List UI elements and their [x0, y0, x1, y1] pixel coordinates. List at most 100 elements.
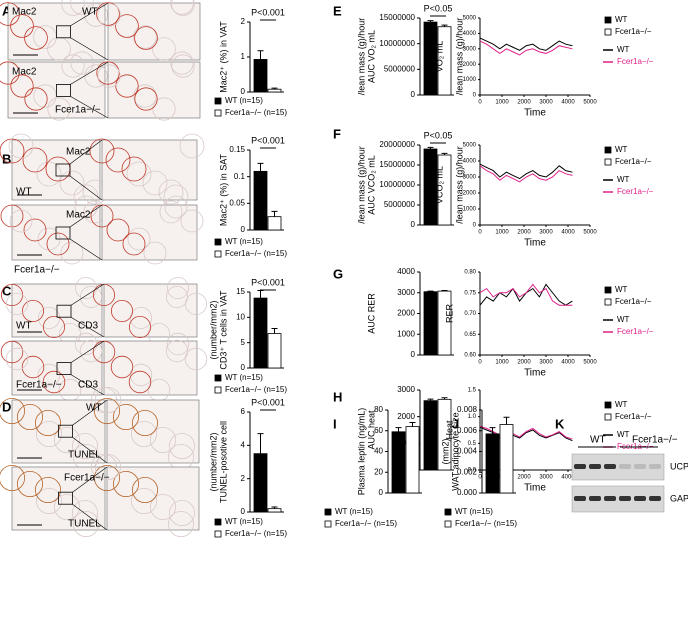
zoom-lines [72, 466, 108, 531]
image-label: CD3 [78, 380, 98, 391]
image-label: Fcer1a−/− [14, 265, 60, 276]
panel-label: C [2, 283, 12, 298]
zoom-lines [69, 204, 103, 261]
y-axis-label: /lean mass (g)/hour [356, 18, 366, 96]
y-tick-label: 0 [473, 93, 477, 99]
y-tick-label: 0 [379, 488, 384, 497]
y-axis-label: AUC RER [366, 293, 376, 334]
panel-label: K [555, 416, 565, 431]
bar [423, 291, 438, 356]
x-tick-label: 5000 [583, 100, 597, 106]
y-tick-label: 4 [241, 440, 246, 449]
legend-label: WT (n=15) [455, 507, 493, 516]
y-tick-label: 0 [241, 87, 246, 96]
error-bar [427, 146, 434, 149]
adipocyte [106, 218, 130, 242]
adipocyte [170, 51, 194, 75]
zoom-box [56, 362, 72, 376]
panel-label: I [333, 416, 337, 431]
micrograph [101, 139, 198, 201]
y-tick-label: 0.65 [464, 332, 476, 338]
y-tick-label: 0 [411, 350, 416, 359]
bar [253, 170, 268, 231]
y-tick-label: 2 [241, 17, 246, 26]
adipocyte [89, 138, 115, 164]
y-tick-label: 15 [236, 287, 245, 296]
band-label: GAPDH [670, 493, 688, 503]
bar [267, 508, 282, 513]
legend-swatch [444, 520, 452, 528]
line [479, 165, 573, 183]
legend-label: WT [615, 145, 628, 154]
adipocyte [70, 51, 94, 75]
legend-swatch [604, 286, 612, 294]
adipocyte [96, 61, 120, 85]
bar [499, 424, 514, 494]
adipocyte [128, 315, 151, 338]
adipocyte [152, 37, 176, 61]
legend-label: Fcer1a−/− (n=15) [225, 529, 287, 538]
x-tick-label: 0 [478, 475, 482, 481]
y-tick-label: 0.05 [229, 198, 245, 207]
legend-swatch [604, 146, 612, 154]
error-bar [271, 87, 278, 90]
legend-swatch [214, 250, 222, 258]
adipocyte [133, 84, 157, 108]
x-axis-label: Time [524, 483, 546, 494]
y-tick-label: 1.0 [468, 414, 477, 420]
x-tick-label: 2000 [517, 230, 531, 236]
y-axis-label: Mac2⁺ (%) in SAT [218, 153, 228, 226]
legend-swatch [214, 518, 222, 526]
y-tick-label: 1.5 [468, 388, 477, 394]
y-tick-label: 4000 [463, 31, 477, 37]
y-axis-label: VO₂ mL [434, 41, 444, 73]
adipocyte [94, 397, 121, 424]
x-tick-label: 0 [478, 100, 482, 106]
legend-label: WT [615, 15, 628, 24]
y-axis-label: RER [444, 304, 454, 324]
image-label: Fcer1a−/− [64, 473, 110, 484]
legend-label: WT (n=15) [225, 96, 263, 105]
panel-label: J [452, 416, 459, 431]
y-tick-label: 10000000 [379, 39, 415, 48]
zoom-box [58, 424, 73, 438]
adipocyte [16, 470, 44, 497]
p-value: P<0.05 [424, 130, 453, 140]
adipocyte [35, 476, 62, 503]
image-label: WT [82, 7, 98, 18]
legend-label: WT (n=15) [225, 373, 263, 382]
zoom-lines [69, 139, 103, 201]
image-label: WT [16, 321, 32, 332]
p-value: P<0.001 [251, 135, 285, 145]
adipocyte [42, 370, 66, 394]
adipocyte [23, 218, 47, 242]
micrograph [106, 466, 200, 531]
y-axis-label: TUNEL-posotive cell [218, 421, 228, 503]
band [649, 496, 661, 501]
y-tick-label: 0 [241, 363, 246, 372]
adipocyte [166, 332, 190, 356]
bar [253, 297, 268, 369]
y-tick-label: 5000000 [384, 64, 416, 73]
x-tick-label: 5000 [583, 230, 597, 236]
adipocyte [129, 363, 153, 387]
legend-label: WT [617, 430, 630, 439]
zoom-lines [70, 61, 109, 119]
y-tick-label: 0.004 [457, 447, 478, 456]
legend-label: Fcer1a−/− [615, 297, 652, 306]
adipocyte [9, 209, 33, 233]
band [649, 464, 661, 469]
adipocyte [36, 161, 62, 187]
error-bar [257, 433, 264, 454]
micrograph [107, 2, 201, 61]
adipocyte [128, 370, 152, 394]
adipocyte [152, 97, 176, 121]
bar [423, 400, 438, 471]
adipocyte [180, 209, 204, 233]
y-tick-label: 5000 [463, 143, 477, 149]
adipocyte [133, 25, 157, 49]
adipocyte [159, 200, 183, 224]
x-tick-label: 2000 [517, 100, 531, 106]
error-bar [427, 20, 434, 23]
x-tick-label: 2000 [517, 475, 531, 481]
